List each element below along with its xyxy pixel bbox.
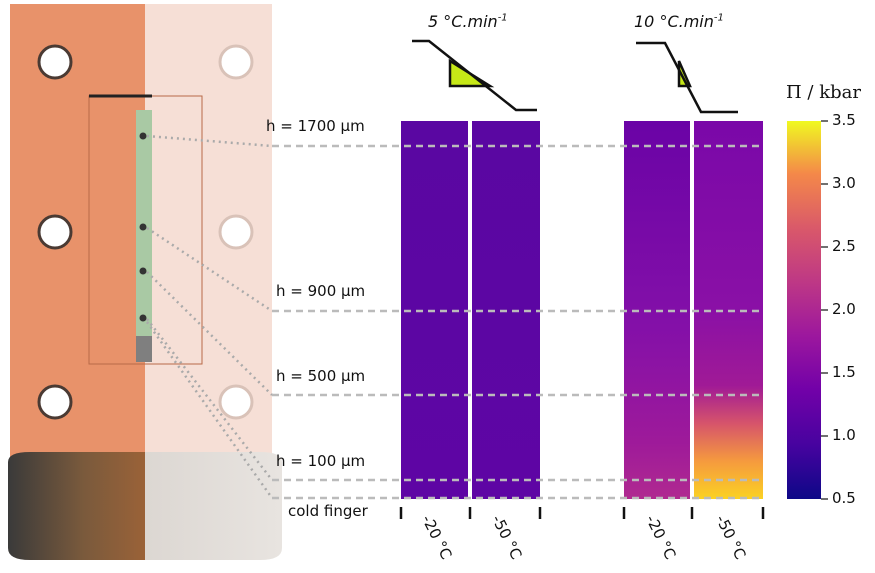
screw-hole: [39, 386, 71, 418]
colorbar-tick-label: 3.5: [832, 111, 856, 129]
screw-hole: [220, 216, 252, 248]
height-label-900: h = 900 µm: [276, 282, 365, 300]
screw-hole: [220, 386, 252, 418]
column-ticks: [401, 507, 763, 519]
colorbar-title: Π / kbar: [786, 82, 861, 103]
colorbar-gradient: [787, 121, 821, 499]
cooling-curve: [412, 41, 537, 110]
colorbar-tick-label: 1.0: [832, 426, 856, 444]
sample-bottom: [136, 336, 152, 362]
colorbar-tick-label: 2.5: [832, 237, 856, 255]
cooling-profile-5: [412, 41, 537, 110]
copper-block: [10, 4, 145, 459]
measurement-point: [140, 224, 147, 231]
colorbar-tick-label: 2.0: [832, 300, 856, 318]
measurement-point: [140, 268, 147, 275]
colorbar-tick-label: 0.5: [832, 489, 856, 507]
screw-hole: [220, 46, 252, 78]
cold-finger-base: [8, 452, 145, 560]
measurement-point: [140, 133, 147, 140]
rate-exponent: -1: [714, 13, 724, 24]
colorbar-ticks: [821, 121, 828, 499]
cooling-profile-10: [636, 43, 738, 112]
sample-holder: [8, 4, 282, 560]
screw-hole: [39, 216, 71, 248]
cold-finger-base-cover: [145, 452, 282, 560]
rate-exponent: -1: [498, 13, 508, 24]
rate-value: 5 °C.min: [428, 12, 498, 31]
cold-finger-label: cold finger: [288, 502, 368, 520]
height-label-500: h = 500 µm: [276, 367, 365, 385]
height-label-1700: h = 1700 µm: [266, 117, 365, 135]
rate-label-10: 10 °C.min-1: [634, 12, 724, 31]
height-label-100: h = 100 µm: [276, 452, 365, 470]
measurement-point: [140, 315, 147, 322]
rate-value: 10 °C.min: [634, 12, 714, 31]
rate-label-5: 5 °C.min-1: [428, 12, 508, 31]
sample-strip: [136, 110, 152, 336]
colorbar-tick-label: 1.5: [832, 363, 856, 381]
screw-hole: [39, 46, 71, 78]
colorbar-tick-label: 3.0: [832, 174, 856, 192]
colorbar: [787, 121, 828, 499]
